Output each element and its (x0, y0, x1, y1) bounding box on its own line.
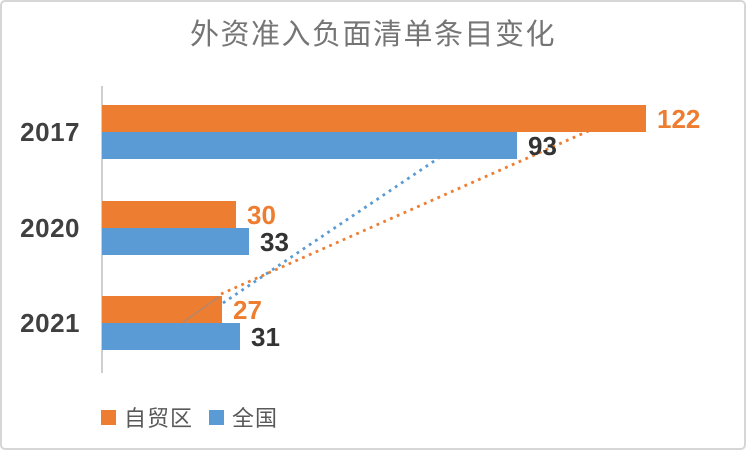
data-label-ftz-2021: 27 (233, 295, 262, 325)
legend-swatch-nationwide (209, 409, 225, 425)
data-label-nationwide-2021: 31 (251, 322, 280, 352)
bar-nationwide-2017 (102, 132, 517, 159)
legend: 自贸区 全国 (101, 401, 278, 433)
legend-item-ftz: 自贸区 (101, 401, 193, 433)
category-label-2017: 2017 (20, 117, 80, 147)
bar-nationwide-2020 (102, 228, 249, 255)
data-label-nationwide-2020: 33 (260, 227, 289, 257)
legend-label-ftz: 自贸区 (124, 406, 194, 431)
category-label-2021: 2021 (20, 308, 80, 338)
legend-item-nationwide: 全国 (209, 401, 278, 433)
legend-label-nationwide: 全国 (232, 406, 279, 431)
legend-swatch-ftz (101, 409, 116, 425)
data-label-ftz-2017: 122 (657, 104, 701, 134)
bar-ftz-2020 (102, 201, 236, 228)
bar-nationwide-2021 (102, 323, 240, 350)
bar-ftz-2021 (102, 296, 222, 323)
chart-title: 外资准入负面清单条目变化 (189, 19, 556, 51)
bar-ftz-2017 (102, 105, 646, 132)
category-label-2020: 2020 (20, 213, 80, 243)
data-label-nationwide-2017: 93 (528, 131, 557, 161)
data-label-ftz-2020: 30 (247, 200, 276, 230)
